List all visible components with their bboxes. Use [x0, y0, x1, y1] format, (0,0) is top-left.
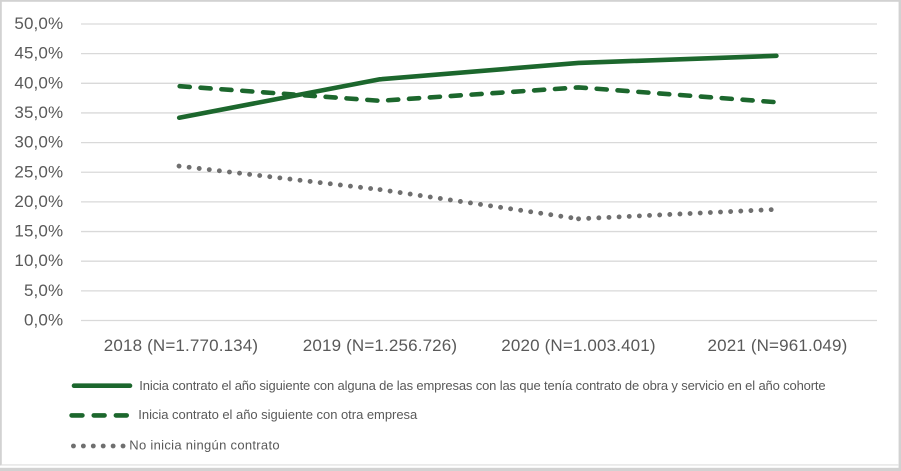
svg-text:50,0%: 50,0%: [14, 14, 63, 33]
svg-text:Inicia contrato el año siguien: Inicia contrato el año siguiente con alg…: [139, 378, 825, 393]
svg-text:20,0%: 20,0%: [14, 192, 63, 211]
svg-text:30,0%: 30,0%: [14, 133, 63, 152]
svg-text:25,0%: 25,0%: [14, 162, 63, 181]
svg-text:40,0%: 40,0%: [14, 73, 63, 92]
svg-text:0,0%: 0,0%: [24, 311, 63, 330]
svg-text:35,0%: 35,0%: [14, 103, 63, 122]
svg-text:10,0%: 10,0%: [14, 251, 63, 270]
svg-text:15,0%: 15,0%: [14, 222, 63, 241]
svg-text:Inicia contrato el año siguien: Inicia contrato el año siguiente con otr…: [138, 407, 418, 422]
svg-text:2021 (N=961.049): 2021 (N=961.049): [708, 336, 848, 355]
svg-text:2019 (N=1.256.726): 2019 (N=1.256.726): [303, 336, 457, 355]
svg-text:2018 (N=1.770.134): 2018 (N=1.770.134): [104, 336, 258, 355]
svg-text:45,0%: 45,0%: [14, 44, 63, 63]
svg-text:5,0%: 5,0%: [24, 281, 63, 300]
svg-text:No inicia ningún contrato: No inicia ningún contrato: [129, 438, 280, 453]
svg-text:2020 (N=1.003.401): 2020 (N=1.003.401): [501, 336, 655, 355]
